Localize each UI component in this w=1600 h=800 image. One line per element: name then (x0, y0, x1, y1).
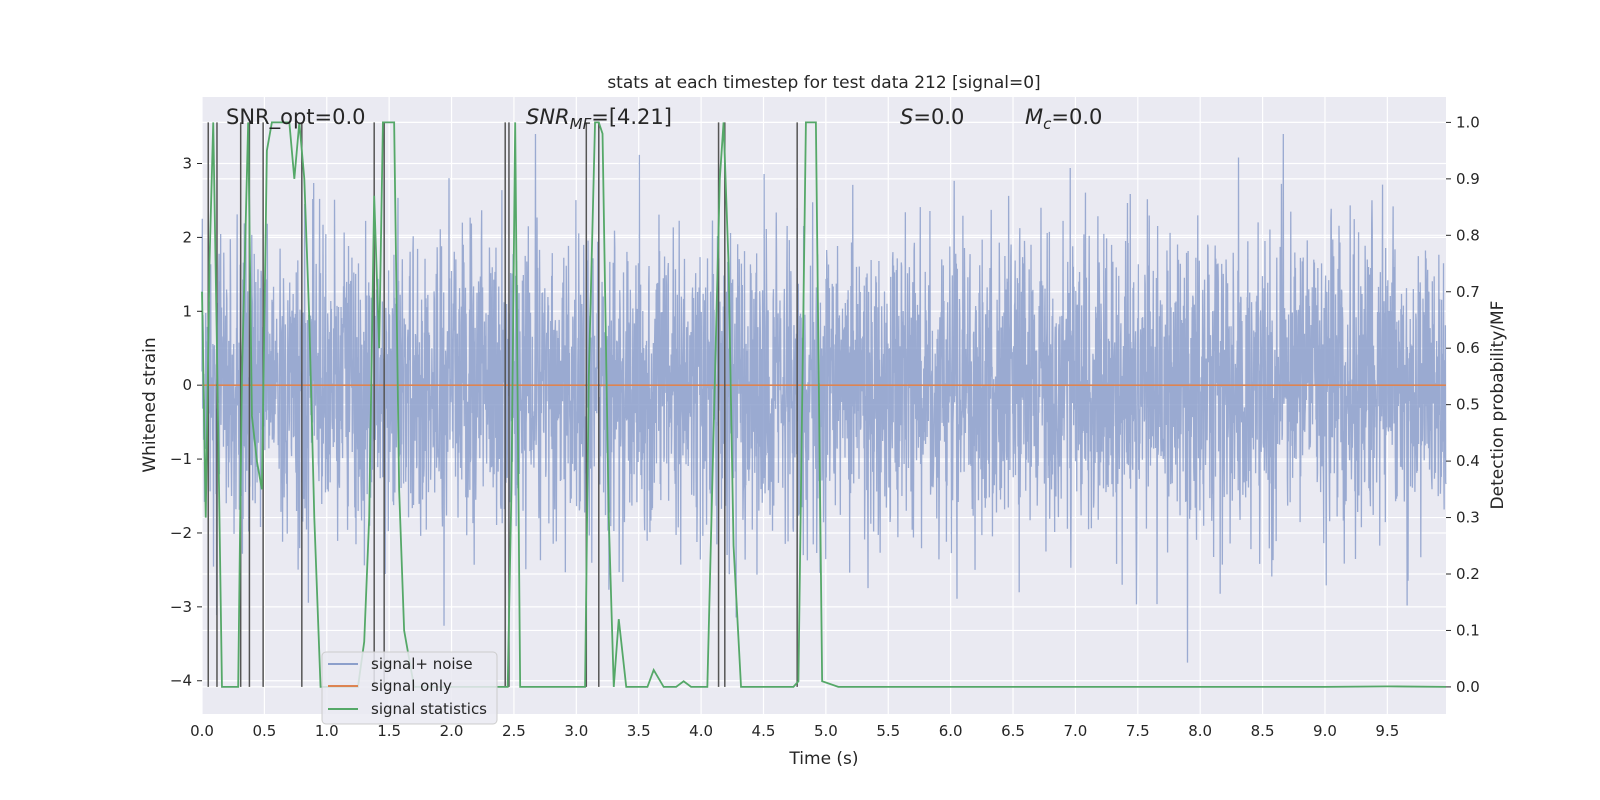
y-left-tick-label-6: −3 (170, 598, 192, 616)
annotation-mc-sub: c (1043, 115, 1052, 133)
x-tick-label-7: 3.5 (627, 722, 651, 740)
annotation-snr-mf-sub: MF (570, 115, 592, 133)
annotation-mc-main: M (1025, 105, 1043, 129)
x-tick-label-3: 1.5 (377, 722, 401, 740)
y-left-tick-label-2: 1 (182, 302, 192, 320)
y-left-tick-label-3: 0 (182, 376, 192, 394)
y-left-axis-ticks: 3 2 1 0 −1 −2 −3 −4 (170, 155, 202, 690)
annotation-snr-mf: SNRMF=[4.21] (526, 105, 672, 133)
signal-statistics-line (201, 121, 1447, 688)
y-left-axis-label: Whitened strain (140, 337, 160, 472)
x-tick-label-18: 9.0 (1313, 722, 1337, 740)
annotation-s: S=0.0 (900, 105, 964, 129)
annotation-s-value: =0.0 (913, 105, 964, 129)
legend-label-signal-only: signal only (371, 677, 452, 695)
annotation-mc-value: =0.0 (1051, 105, 1102, 129)
vertical-markers (207, 122, 798, 687)
y-right-tick-label-7: 0.3 (1456, 509, 1480, 527)
x-tick-label-17: 8.5 (1251, 722, 1275, 740)
noise-line (201, 133, 1447, 663)
series-signal-plus-noise (201, 133, 1447, 663)
y-left-tick-label-4: −1 (170, 450, 192, 468)
legend: signal+ noise signal only signal statist… (321, 651, 498, 725)
y-right-tick-label-6: 0.4 (1456, 452, 1480, 470)
y-right-tick-label-9: 0.1 (1456, 621, 1480, 639)
y-right-tick-label-8: 0.2 (1456, 565, 1480, 583)
x-tick-label-19: 9.5 (1375, 722, 1399, 740)
x-tick-label-2: 1.0 (315, 722, 339, 740)
annotation-snr-mf-main: SNR (526, 105, 570, 129)
y-left-tick-label-7: −4 (170, 672, 192, 690)
y-right-tick-label-3: 0.7 (1456, 283, 1480, 301)
x-tick-label-9: 4.5 (752, 722, 776, 740)
x-axis-ticks: 0.0 0.5 1.0 1.5 2.0 2.5 3.0 3.5 4.0 4.5 5.0 5.5 6.0 6… (190, 722, 1399, 740)
y-left-tick-label-0: 3 (182, 155, 192, 173)
annotations: SNR_opt=0.0 SNRMF=[4.21] S=0.0 Mc=0.0 (226, 105, 1102, 133)
y-right-axis-ticks: 1.0 0.9 0.8 0.7 0.6 0.5 0.4 0.3 0.2 0.1 0.0 (1446, 113, 1480, 696)
x-tick-label-16: 8.0 (1188, 722, 1212, 740)
x-axis-label: Time (s) (788, 749, 858, 769)
y-right-tick-label-0: 1.0 (1456, 113, 1480, 131)
x-tick-label-15: 7.5 (1126, 722, 1150, 740)
y-right-tick-label-5: 0.5 (1456, 396, 1480, 414)
x-tick-label-0: 0.0 (190, 722, 214, 740)
x-tick-label-14: 7.0 (1063, 722, 1087, 740)
y-right-tick-label-1: 0.9 (1456, 170, 1480, 188)
y-right-tick-label-2: 0.8 (1456, 226, 1480, 244)
x-tick-label-11: 5.5 (876, 722, 900, 740)
x-tick-label-10: 5.0 (814, 722, 838, 740)
x-tick-label-6: 3.0 (564, 722, 588, 740)
legend-box (321, 651, 498, 725)
annotation-snr-mf-value: =[4.21] (591, 105, 672, 129)
y-right-tick-label-4: 0.6 (1456, 339, 1480, 357)
y-right-tick-label-10: 0.0 (1456, 678, 1480, 696)
x-tick-label-8: 4.0 (689, 722, 713, 740)
legend-label-signal-statistics: signal statistics (371, 700, 487, 718)
annotation-s-main: S (900, 105, 913, 129)
chart-title: stats at each timestep for test data 212… (607, 73, 1040, 93)
y-right-axis-label: Detection probability/MF (1488, 301, 1508, 510)
y-left-tick-label-1: 2 (182, 228, 192, 246)
annotation-snr-opt: SNR_opt=0.0 (226, 105, 366, 130)
y-left-tick-label-5: −2 (170, 524, 192, 542)
x-tick-label-1: 0.5 (252, 722, 276, 740)
legend-label-signal-plus-noise: signal+ noise (371, 655, 473, 673)
annotation-mc: Mc=0.0 (1025, 105, 1102, 133)
x-tick-label-12: 6.0 (939, 722, 963, 740)
series-signal-statistics (201, 121, 1447, 688)
x-tick-label-4: 2.0 (440, 722, 464, 740)
x-tick-label-5: 2.5 (502, 722, 526, 740)
x-tick-label-13: 6.5 (1001, 722, 1025, 740)
